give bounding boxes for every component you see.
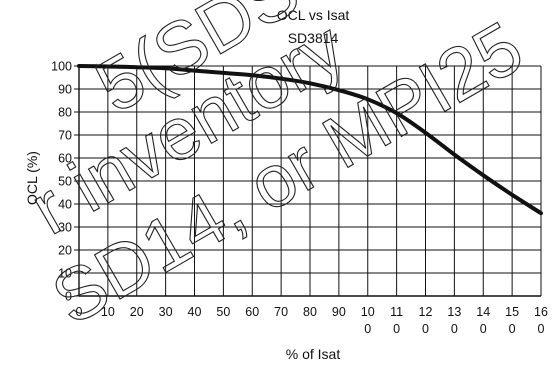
- y-tick-label: 70: [58, 129, 72, 143]
- data-point: [481, 173, 485, 177]
- data-point: [192, 69, 197, 73]
- data-point: [395, 111, 399, 115]
- y-tick-label: 40: [58, 198, 72, 212]
- x-tick-label: 14 0: [476, 305, 490, 336]
- data-point: [77, 64, 81, 68]
- y-tick-label: 20: [58, 244, 72, 258]
- series-layer: [77, 64, 543, 216]
- data-point: [250, 73, 254, 77]
- y-tick-label: 60: [58, 152, 72, 166]
- data-point: [423, 131, 428, 135]
- x-tick-labels: 0 10 20 30 40 50 60 70 80 90 10 0 11 0 12 0 13 0 14 0 15 0 16 0: [76, 305, 548, 336]
- data-point: [308, 81, 312, 85]
- x-tick-label: 70: [274, 305, 288, 319]
- x-tick-label: 10: [101, 305, 115, 319]
- y-axis-label: OCL (%): [24, 151, 40, 205]
- data-point: [164, 66, 168, 70]
- y-tick-label: 100: [51, 60, 72, 74]
- data-point: [452, 152, 456, 157]
- x-tick-label: 30: [159, 305, 173, 319]
- data-point: [135, 65, 139, 69]
- y-tick-label: 0: [65, 290, 72, 304]
- data-point: [539, 211, 543, 215]
- x-tick-label: 15 0: [505, 305, 519, 336]
- data-point: [366, 97, 370, 101]
- x-tick-label: 80: [303, 305, 317, 319]
- x-axis-label: % of Isat: [286, 346, 341, 362]
- x-tick-label: 40: [188, 305, 202, 319]
- chart-title: OCL vs Isat: [277, 7, 350, 23]
- y-tick-label: 10: [58, 267, 72, 281]
- data-point: [510, 193, 514, 197]
- y-tick-label: 90: [58, 83, 72, 97]
- chart-subtitle: SD3814: [288, 30, 339, 46]
- data-point: [221, 71, 225, 75]
- watermark: 5(SDS r inventory SD14, or MPI25: [16, 0, 536, 341]
- x-tick-label: 16 0: [534, 305, 548, 336]
- x-tick-label: 90: [332, 305, 346, 319]
- y-tick-label: 80: [58, 106, 72, 120]
- data-point: [337, 88, 341, 92]
- x-tick-label: 60: [245, 305, 259, 319]
- x-tick-label: 13 0: [447, 305, 461, 336]
- x-tick-label: 10 0: [361, 305, 375, 336]
- data-point: [279, 77, 283, 81]
- x-tick-label: 11 0: [390, 305, 403, 336]
- x-tick-label: 20: [130, 305, 144, 319]
- x-tick-label: 50: [216, 305, 230, 319]
- y-tick-label: 50: [58, 175, 72, 189]
- x-tick-label: 12 0: [419, 305, 433, 336]
- y-tick-labels: 0 10 20 30 40 50 60 70 80 90 100: [51, 60, 72, 304]
- x-tick-label: 0: [76, 305, 83, 319]
- y-tick-label: 30: [58, 221, 72, 235]
- data-point: [106, 64, 110, 69]
